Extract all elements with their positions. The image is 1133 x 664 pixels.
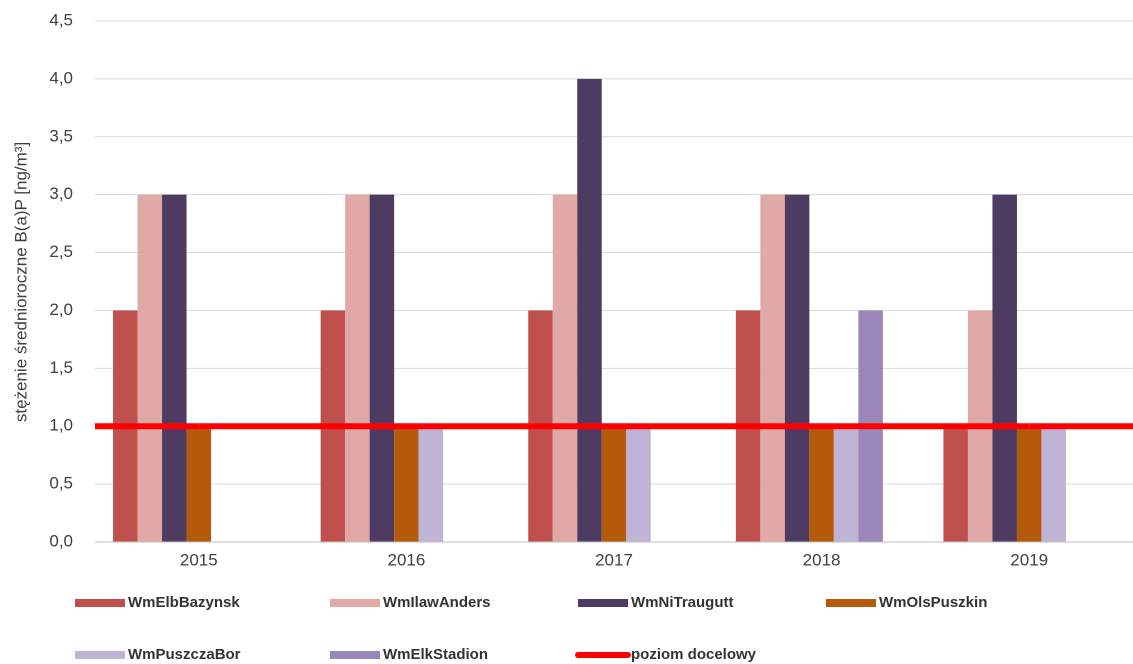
y-tick-label: 4,5 xyxy=(49,10,73,29)
x-tick-label: 2015 xyxy=(180,550,218,569)
legend-label: WmNiTraugutt xyxy=(631,594,734,611)
y-tick-label: 0,0 xyxy=(49,531,73,550)
bar xyxy=(992,194,1017,542)
y-axis-label: stężenie średnioroczne B(a)P [ng/m³] xyxy=(11,142,30,422)
bar xyxy=(577,78,602,542)
bar xyxy=(809,426,834,542)
legend-swatch xyxy=(75,651,125,659)
legend-swatch xyxy=(826,599,876,607)
bar xyxy=(345,194,370,542)
bar xyxy=(784,194,810,542)
x-tick-label: 2019 xyxy=(1010,550,1048,569)
bar xyxy=(137,194,163,542)
legend-label: WmElkStadion xyxy=(383,646,488,663)
y-tick-label: 0,5 xyxy=(49,474,73,493)
legend-swatch xyxy=(578,599,628,607)
x-tick-label: 2018 xyxy=(803,550,841,569)
bar xyxy=(394,426,419,542)
bar xyxy=(833,426,859,542)
legend-swatch xyxy=(75,599,125,607)
legend-label: WmPuszczaBor xyxy=(128,646,241,663)
bar xyxy=(162,194,187,542)
legend-swatch xyxy=(330,599,380,607)
bar xyxy=(1016,426,1042,542)
bar xyxy=(186,426,212,542)
y-tick-label: 1,0 xyxy=(49,416,73,435)
legend-label: poziom docelowy xyxy=(631,646,757,663)
y-tick-label: 1,5 xyxy=(49,358,73,377)
bar xyxy=(760,194,785,542)
legend-swatch xyxy=(330,651,380,659)
x-tick-label: 2016 xyxy=(387,550,425,569)
legend-label: WmElbBazynsk xyxy=(128,594,240,611)
bar xyxy=(601,426,627,542)
bar xyxy=(552,194,578,542)
bar xyxy=(418,426,444,542)
y-tick-label: 4,0 xyxy=(49,68,73,87)
bar xyxy=(943,426,968,542)
y-tick-label: 3,5 xyxy=(49,126,73,145)
y-tick-label: 2,0 xyxy=(49,300,73,319)
y-tick-label: 3,0 xyxy=(49,184,73,203)
bar xyxy=(626,426,651,542)
x-tick-label: 2017 xyxy=(595,550,633,569)
y-tick-label: 2,5 xyxy=(49,242,73,261)
legend-label: WmIlawAnders xyxy=(383,594,491,611)
bar xyxy=(1041,426,1066,542)
bar xyxy=(369,194,395,542)
legend-label: WmOlsPuszkin xyxy=(879,594,987,611)
